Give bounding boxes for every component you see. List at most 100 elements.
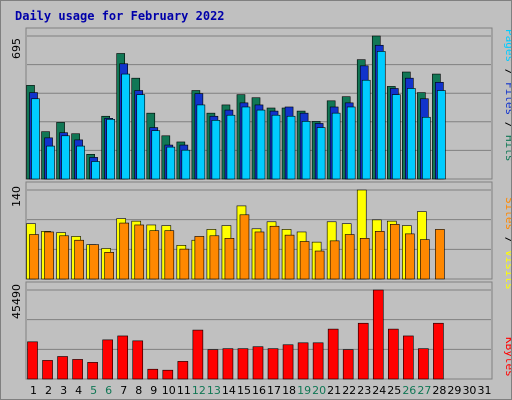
visits-legend-part: Visits: [503, 250, 511, 290]
x-tick-label-day-20: 20: [312, 384, 326, 397]
x-tick-label-day-31: 31: [477, 384, 491, 397]
hits-bar-pages-day-10: [166, 146, 176, 180]
kbytes-bar-kbytes-day-9: [147, 368, 159, 380]
hits-bar-pages-day-11: [181, 149, 191, 180]
visits-bar-sites-day-20: [314, 250, 325, 280]
hits-legend-part: /: [503, 115, 511, 135]
kbytes-bar-kbytes-day-16: [252, 346, 264, 380]
x-tick-label-day-2: 2: [45, 384, 52, 397]
hits-bar-pages-day-1: [31, 98, 40, 180]
hits-legend-part: /: [503, 62, 511, 82]
x-tick-label-day-29: 29: [447, 384, 461, 397]
kbytes-bar-kbytes-day-22: [342, 349, 354, 380]
hits-bar-pages-day-8: [136, 94, 146, 180]
hits-bar-pages-day-7: [121, 73, 131, 180]
x-tick-label-day-24: 24: [372, 384, 386, 397]
visits-bar-sites-day-15: [239, 214, 250, 280]
x-tick-label-day-18: 18: [282, 384, 296, 397]
hits-bar-pages-day-15: [241, 106, 251, 180]
x-tick-label-day-8: 8: [135, 384, 142, 397]
kbytes-bar-kbytes-day-20: [312, 342, 324, 380]
visits-bar-sites-day-21: [329, 240, 340, 280]
hits-bar-pages-day-20: [316, 127, 326, 180]
x-tick-label-day-9: 9: [150, 384, 157, 397]
visits-bar-sites-day-17: [269, 225, 280, 280]
kbytes-bar-kbytes-day-5: [87, 362, 98, 380]
hits-bar-pages-day-14: [226, 114, 236, 180]
visits-bar-sites-day-18: [284, 234, 295, 280]
hits-bar-pages-day-26: [407, 88, 416, 180]
visits-bar-sites-day-11: [179, 248, 190, 280]
visits-bar-sites-day-23: [359, 238, 370, 280]
x-tick-label-day-25: 25: [387, 384, 401, 397]
hits-bar-pages-day-3: [61, 135, 70, 180]
kbytes-bar-kbytes-day-14: [222, 348, 234, 380]
hits-bar-pages-day-18: [286, 115, 296, 180]
kbytes-bar-kbytes-day-27: [418, 348, 429, 380]
kbytes-bar-kbytes-day-24: [372, 289, 384, 380]
kbytes-legend-part: KBytes: [503, 337, 511, 377]
hits-bar-pages-day-12: [196, 104, 206, 180]
x-tick-label-day-14: 14: [222, 384, 236, 397]
visits-bar-sites-day-13: [209, 235, 220, 280]
visits-legend-part: /: [503, 230, 511, 250]
visits-ymax-label: 140: [10, 186, 23, 207]
hits-bar-pages-day-13: [211, 120, 221, 180]
hits-legend-part: Pages: [503, 29, 511, 62]
visits-bar-sites-day-25: [389, 224, 400, 280]
hits-legend-label: Pages / Files / Hits: [503, 29, 511, 162]
hits-bar-pages-day-5: [91, 161, 100, 180]
x-tick-label-day-3: 3: [60, 384, 67, 397]
visits-bar-sites-day-26: [405, 233, 415, 280]
visits-bar-sites-day-5: [89, 244, 99, 280]
kbytes-bar-kbytes-day-26: [403, 335, 414, 380]
x-tick-label-day-23: 23: [357, 384, 371, 397]
kbytes-bar-kbytes-day-19: [297, 342, 309, 380]
visits-bar-sites-day-12: [194, 236, 205, 280]
x-tick-label-day-13: 13: [207, 384, 221, 397]
kbytes-bar-kbytes-day-23: [357, 322, 369, 380]
visits-bar-sites-day-3: [59, 235, 69, 280]
x-tick-label-day-17: 17: [267, 384, 281, 397]
visits-bar-sites-day-8: [134, 224, 145, 280]
x-tick-label-day-10: 10: [162, 384, 176, 397]
kbytes-bar-kbytes-day-1: [27, 341, 38, 380]
hits-bar-pages-day-28: [437, 90, 446, 180]
x-tick-label-day-4: 4: [75, 384, 82, 397]
visits-bar-sites-day-28: [435, 229, 445, 280]
x-axis-labels: 1 2 3 4 5 6 7 8 9 10 11 12 13 14 15 16 17 18 19 20 21 22 23 24 2…: [30, 384, 491, 397]
hits-legend-part: Files: [503, 82, 511, 115]
visits-bar-sites-day-2: [44, 231, 54, 280]
hits-bar-pages-day-16: [256, 109, 266, 180]
visits-bar-sites-day-9: [149, 230, 160, 280]
x-tick-label-day-30: 30: [462, 384, 476, 397]
x-tick-label-day-7: 7: [120, 384, 127, 397]
x-tick-label-day-5: 5: [90, 384, 97, 397]
visits-bar-sites-day-4: [74, 239, 84, 280]
hits-bar-pages-day-27: [422, 116, 431, 180]
x-tick-label-day-27: 27: [417, 384, 431, 397]
visits-bar-sites-day-24: [374, 231, 385, 280]
kbytes-bar-kbytes-day-12: [192, 329, 204, 380]
kbytes-ymax-label: 45490: [10, 284, 23, 319]
hits-bar-pages-day-17: [271, 114, 281, 180]
hits-bar-pages-day-6: [106, 119, 115, 180]
x-tick-label-day-26: 26: [402, 384, 416, 397]
hits-ymax-label: 695: [10, 38, 23, 59]
kbytes-bar-kbytes-day-11: [177, 361, 189, 380]
hits-bar-pages-day-23: [361, 79, 371, 180]
kbytes-bar-kbytes-day-2: [42, 360, 53, 380]
hits-bar-pages-day-22: [346, 106, 356, 180]
x-tick-label-day-21: 21: [327, 384, 341, 397]
kbytes-legend-label: KBytes: [503, 337, 511, 377]
kbytes-bar-kbytes-day-7: [117, 335, 129, 380]
hits-bar-pages-day-4: [76, 145, 85, 180]
kbytes-bar-kbytes-day-15: [237, 348, 249, 380]
kbytes-bar-kbytes-day-28: [433, 322, 444, 380]
hits-bar-pages-day-2: [46, 145, 55, 180]
kbytes-bar-kbytes-day-4: [72, 359, 83, 380]
kbytes-bar-kbytes-day-18: [282, 344, 294, 380]
hits-bar-pages-day-19: [301, 121, 311, 180]
kbytes-bar-kbytes-day-17: [267, 348, 279, 380]
